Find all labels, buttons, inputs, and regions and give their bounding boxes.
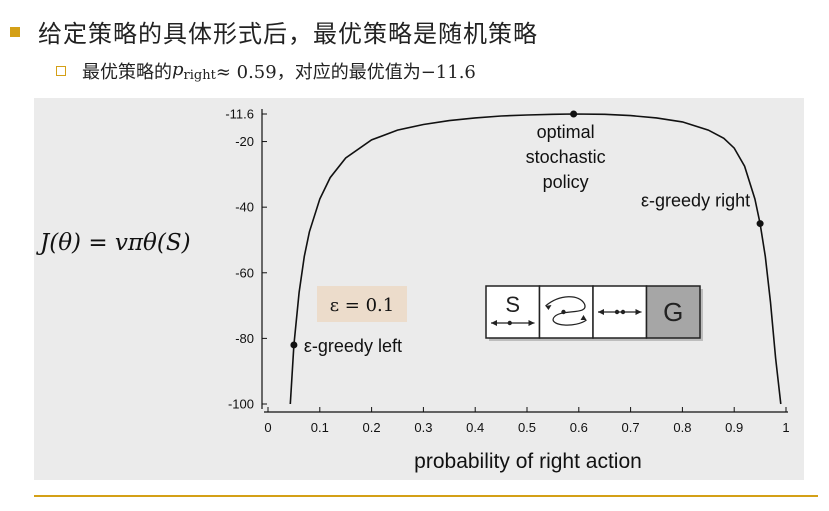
point-label: ε-greedy right	[641, 191, 750, 211]
x-tick-label: 0.6	[570, 420, 588, 435]
arrow-head-right-icon	[528, 320, 535, 326]
sub-bullet-prefix: 最优策略的	[82, 62, 172, 83]
hollow-square-icon	[56, 66, 66, 76]
x-axis-label: probability of right action	[414, 450, 642, 473]
y-tick-label: -80	[235, 331, 254, 346]
wandering-path-icon	[545, 296, 587, 326]
goal-cell-label: G	[663, 297, 683, 327]
point-label: ε-greedy left	[304, 336, 402, 356]
p-symbol: pright	[172, 59, 216, 83]
x-tick-label: 0.7	[622, 420, 640, 435]
epsilon-label-box: ε = 0.1	[317, 286, 407, 322]
arrow-head-left-icon	[598, 309, 604, 315]
point-label: stochastic	[526, 147, 606, 167]
y-tick-label: -60	[235, 265, 254, 280]
grid-cell	[645, 285, 701, 339]
y-tick-label: -20	[235, 134, 254, 149]
slide-heading: 给定策略的具体形式后，最优策略是随机策略	[38, 20, 538, 48]
y-axis-label: J(θ) = vπθ(S)	[36, 230, 191, 256]
marked-point	[570, 110, 578, 118]
epsilon-label: ε = 0.1	[330, 295, 394, 316]
marked-point	[756, 220, 764, 228]
sub-bullet-value: ≈ 0.59，对应的最优值为−11.6	[215, 62, 476, 83]
y-tick-label: -11.6	[225, 107, 254, 122]
arrow-dot	[620, 309, 626, 315]
axes	[261, 109, 788, 413]
x-tick-label: 1	[782, 420, 789, 435]
arrow-head-right-icon	[580, 315, 587, 320]
footer-rule	[34, 495, 818, 497]
arrow-head-left-icon	[545, 305, 552, 310]
x-tick-label: 0.2	[363, 420, 381, 435]
point-label: optimal	[537, 122, 595, 142]
y-tick-label: -40	[235, 200, 254, 215]
arrow-head-left-icon	[491, 320, 497, 326]
marked-points: optimal stochastic policy ε-greedy left ε-gr…	[290, 110, 764, 356]
bullet-square-icon	[10, 26, 20, 37]
arrow-dot	[614, 309, 620, 315]
marked-point	[290, 341, 298, 349]
start-cell-label: S	[505, 292, 520, 317]
point-label: policy	[543, 172, 589, 192]
grid-cell	[485, 285, 541, 339]
arrow-dot	[561, 309, 566, 315]
x-tick-label: 0.3	[414, 420, 432, 435]
arrow-dot	[507, 320, 512, 326]
x-tick-label: 0.8	[673, 420, 691, 435]
main-bullet: 给定策略的具体形式后，最优策略是随机策略	[10, 14, 538, 49]
sub-bullet: 最优策略的 pright ≈ 0.59，对应的最优值为−11.6	[56, 58, 476, 84]
x-tick-label: 0.5	[518, 420, 536, 435]
x-tick-label: 0.9	[725, 420, 743, 435]
x-tick-label: 0.4	[466, 420, 484, 435]
x-tick-label: 0	[264, 420, 271, 435]
x-tick-label: 0.1	[311, 420, 329, 435]
p-subscript: right	[183, 68, 216, 83]
y-tick-label: -100	[228, 397, 254, 412]
value-curve	[289, 113, 782, 405]
arrow-head-right-icon	[635, 309, 642, 315]
ticks: 0 0.1 0.2 0.3 0.4 0.5 0.6 0.7 0.8 0.9 1 -11.6 -20 -40…	[225, 107, 789, 436]
